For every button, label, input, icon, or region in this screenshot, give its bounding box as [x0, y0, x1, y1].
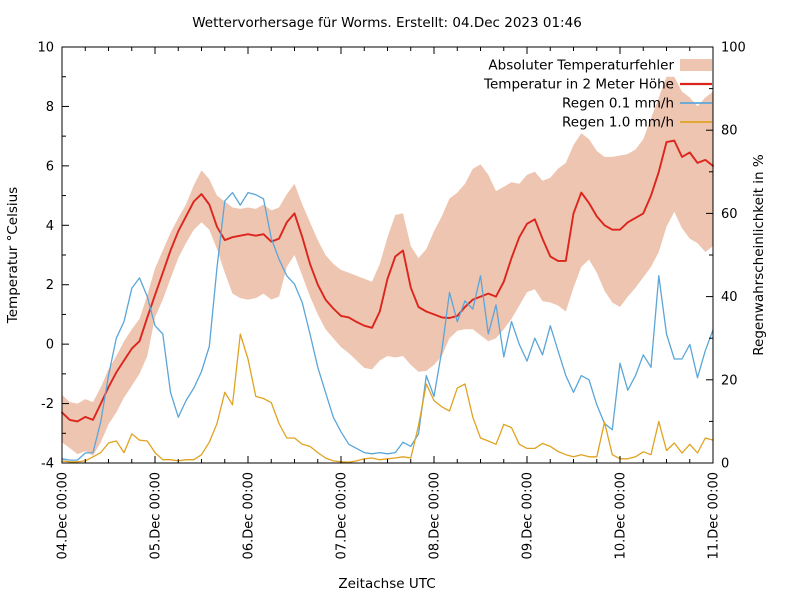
y-tick-label-left: 8: [46, 100, 54, 115]
rain-10-line: [61, 333, 714, 463]
temperature-line: [61, 139, 714, 423]
y-tick-label-left: 2: [46, 278, 54, 293]
y-tick-label-right: 0: [721, 457, 729, 472]
x-tick-label: 08.Dec 00:00: [428, 472, 443, 559]
y-tick-label-left: 6: [46, 159, 54, 174]
y-tick-label-right: 20: [721, 373, 738, 388]
legend-label: Regen 1.0 mm/h: [562, 115, 674, 131]
y-tick-label-left: 0: [46, 338, 54, 353]
x-tick-label: 11.Dec 00:00: [707, 472, 722, 559]
legend-band-swatch: [680, 59, 712, 71]
y-axis-label-left: Temperatur °Celsius: [5, 187, 21, 324]
legend-label: Absoluter Temperaturfehler: [488, 58, 674, 74]
x-tick-label: 06.Dec 00:00: [242, 472, 257, 559]
y-tick-label-right: 40: [721, 290, 738, 305]
y-tick-label-left: -2: [41, 397, 54, 412]
x-tick-label: 09.Dec 00:00: [521, 472, 536, 559]
x-tick-label: 07.Dec 00:00: [335, 472, 350, 559]
y-tick-label-right: 60: [721, 207, 738, 222]
legend-label: Temperatur in 2 Meter Höhe: [483, 77, 674, 93]
y-tick-label-right: 80: [721, 124, 738, 139]
y-axis-label-right: Regenwahrscheinlichkeit in %: [751, 154, 767, 356]
x-tick-label: 10.Dec 00:00: [614, 472, 629, 559]
y-tick-label-left: 4: [46, 219, 54, 234]
temperature-error-band: [62, 76, 713, 456]
x-tick-label: 04.Dec 00:00: [56, 472, 71, 559]
x-axis-label: Zeitachse UTC: [338, 576, 435, 592]
y-tick-label-right: 100: [721, 41, 746, 56]
legend-label: Regen 0.1 mm/h: [562, 96, 674, 112]
x-tick-label: 05.Dec 00:00: [149, 472, 164, 559]
chart-title: Wettervorhersage für Worms. Erstellt: 04…: [192, 15, 582, 31]
y-tick-label-left: -4: [41, 457, 54, 472]
y-tick-label-left: 10: [37, 41, 54, 56]
